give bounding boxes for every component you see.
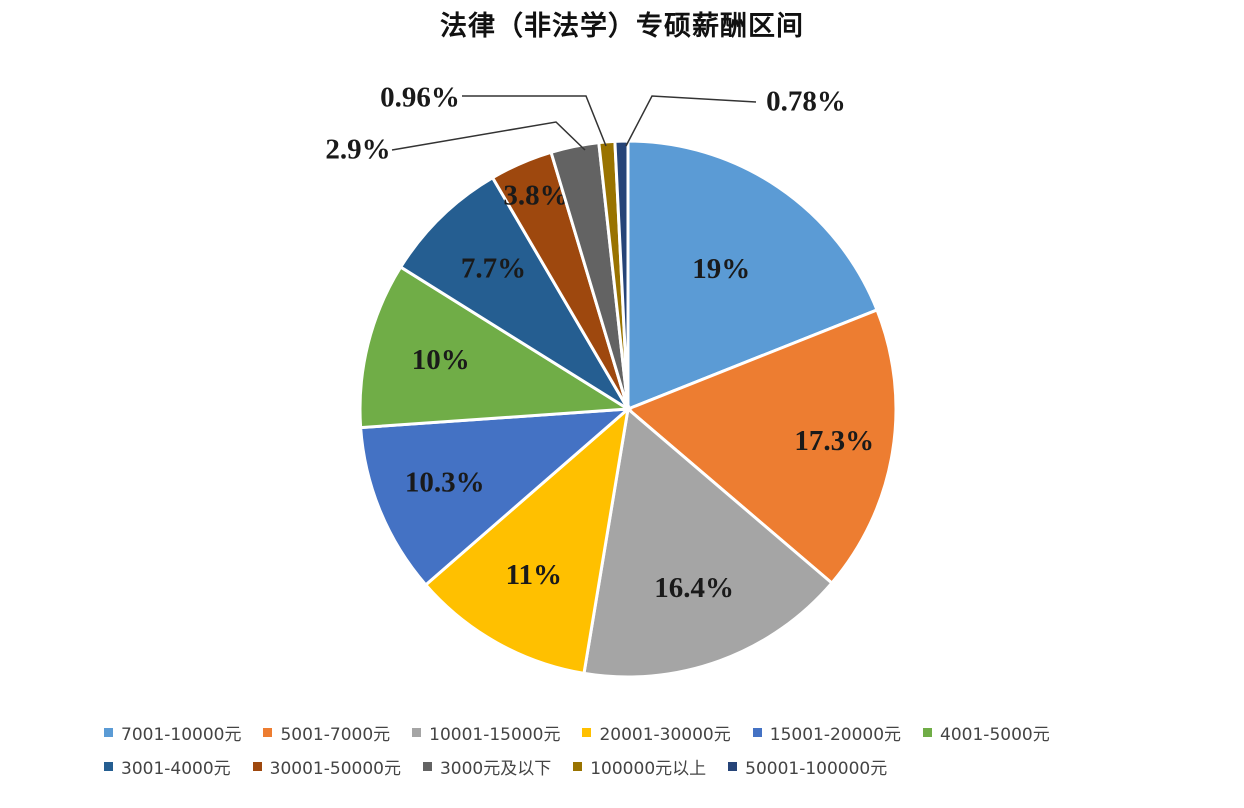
legend-item: 5001-7000元 (263, 720, 390, 745)
leader-line (625, 95, 757, 147)
slice-data-label: 17.3% (794, 425, 874, 457)
legend-swatch (104, 761, 113, 771)
legend-swatch (422, 761, 432, 771)
pie-slice (359, 407, 633, 587)
legend-item: 7001-10000元 (104, 720, 241, 745)
legend-swatch (412, 727, 422, 737)
legend-label: 30001-50000元 (269, 758, 401, 779)
legend-swatch (728, 761, 738, 771)
leader-line (462, 95, 607, 147)
leader-line (391, 121, 586, 151)
slice-data-label: 19% (692, 253, 750, 285)
pie-slice (625, 307, 898, 586)
legend-item: 100000元以上 (573, 754, 706, 779)
legend-swatch (923, 727, 933, 737)
legend-swatch (752, 727, 762, 737)
legend-item: 30001-50000元 (252, 754, 401, 779)
legend-item: 15001-20000元 (752, 720, 902, 745)
legend-swatch (252, 761, 262, 771)
pie-slice (358, 265, 633, 430)
legend-swatch (104, 727, 113, 737)
slice-data-label: 0.78% (766, 86, 846, 118)
slice-data-label: 0.96% (380, 82, 460, 114)
legend-label: 3001-4000元 (121, 758, 231, 779)
legend-label: 50001-100000元 (745, 758, 888, 779)
slice-data-label: 10.3% (405, 467, 485, 499)
slice-data-label: 11% (506, 559, 562, 591)
legend-swatch (573, 761, 583, 771)
slice-data-label: 7.7% (461, 252, 526, 284)
legend-row: 7001-10000元 5001-7000元 10001-15000元 20001-3… (104, 719, 1072, 745)
legend-item: 50001-100000元 (728, 754, 887, 779)
legend-label: 5001-7000元 (280, 724, 391, 745)
legend-item: 3001-4000元 (104, 754, 231, 779)
legend-item: 20001-30000元 (582, 720, 731, 745)
slice-data-label: 16.4% (654, 572, 734, 604)
slice-data-label: 10% (412, 344, 470, 376)
legend-row: 3001-4000元 30001-50000元 3000元及以下 100000元以上 5… (104, 753, 909, 779)
legend-swatch (582, 727, 592, 737)
legend-item: 3000元及以下 (422, 754, 552, 779)
pie-slice (423, 405, 631, 676)
legend-item: 4001-5000元 (923, 720, 1050, 745)
legend-swatch (263, 727, 273, 737)
pie-chart: 19% 17.3% 16.4% 11% 10.3% 10% 7.7% 3.8% 2.9% 0.96… (325, 82, 898, 679)
legend-label: 3000元及以下 (439, 758, 552, 779)
legend-label: 20001-30000元 (599, 724, 731, 745)
legend-label: 15001-20000元 (769, 724, 902, 745)
chart-title: 法律（非法学）专硕薪酬区间 (440, 11, 804, 42)
pie-slice (398, 175, 630, 411)
legend-item: 10001-15000元 (412, 720, 560, 745)
legend-label: 4001-5000元 (940, 724, 1050, 745)
pie-slice (582, 406, 834, 679)
pie-slice (626, 139, 879, 412)
legend-label: 7001-10000元 (121, 724, 242, 745)
slice-data-label: 3.8% (503, 179, 568, 211)
legend-label: 100000元以上 (590, 758, 707, 779)
slice-data-label: 2.9% (325, 134, 390, 166)
legend-label: 10001-15000元 (429, 724, 561, 745)
